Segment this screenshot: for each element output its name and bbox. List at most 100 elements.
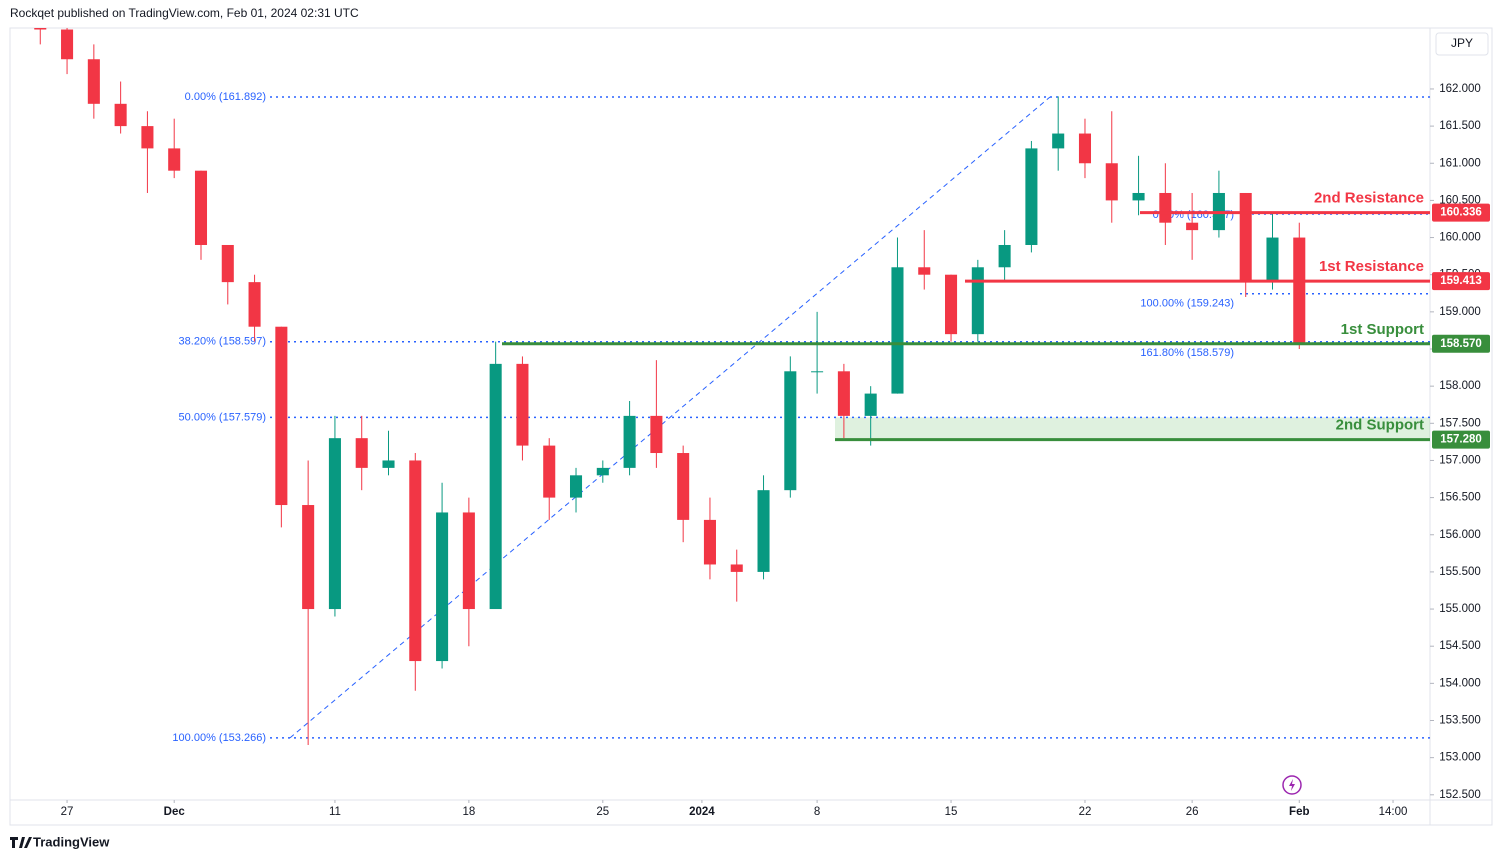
- y-tick-label: 157.500: [1439, 417, 1481, 429]
- price-badge: [1432, 430, 1490, 449]
- candle-body: [543, 445, 556, 498]
- y-tick-label: 161.500: [1439, 120, 1481, 132]
- x-tick-label: Feb: [1289, 806, 1309, 818]
- candle-body: [34, 28, 47, 30]
- y-tick-label: 155.000: [1439, 603, 1481, 615]
- fib-label: 50.00% (157.579): [179, 411, 266, 423]
- candle-body: [623, 415, 636, 468]
- y-tick-label: 155.500: [1439, 566, 1481, 578]
- candle-body: [1186, 222, 1199, 231]
- candle-body: [650, 415, 663, 454]
- x-tick-label: 14:00: [1379, 806, 1408, 818]
- x-tick-label: 26: [1186, 806, 1199, 818]
- y-tick-label: 160.500: [1439, 194, 1481, 206]
- candle-body: [596, 467, 609, 476]
- fib-label: 161.80% (158.579): [1140, 347, 1234, 359]
- candle-body: [569, 475, 583, 498]
- candle-body: [221, 244, 234, 283]
- candle-body: [248, 282, 261, 327]
- y-tick-label: 156.000: [1439, 529, 1481, 541]
- price-badge-label: 157.280: [1440, 434, 1482, 446]
- candle-body: [61, 29, 74, 60]
- currency[interactable]: JPY: [1451, 36, 1473, 50]
- candle-body: [114, 103, 127, 127]
- x-tick-label: 18: [462, 806, 475, 818]
- candle-body: [677, 453, 690, 520]
- candle-body: [784, 371, 797, 491]
- fib-label: 0.00% (161.892): [185, 91, 266, 103]
- x-tick-label: Dec: [164, 806, 186, 818]
- candle-body: [891, 267, 904, 394]
- y-tick-label: 161.000: [1439, 157, 1481, 169]
- x-tick-label: 15: [945, 806, 958, 818]
- candle-body: [275, 326, 288, 506]
- candle-body: [1132, 192, 1145, 201]
- candle-body: [194, 170, 208, 245]
- candle-body: [971, 267, 984, 335]
- candle-body: [864, 393, 877, 416]
- candle-body: [141, 126, 154, 149]
- chart-frame: [9, 27, 1493, 826]
- y-tick-label: 156.500: [1439, 492, 1481, 504]
- footer-brand: TradingView: [33, 834, 110, 849]
- price-badge: [1432, 334, 1490, 353]
- candle-body: [837, 371, 850, 416]
- candle-body: [168, 148, 181, 171]
- price-badge-label: 158.570: [1440, 338, 1482, 350]
- candle-body: [87, 59, 100, 104]
- y-tick-label: 160.000: [1439, 232, 1481, 244]
- price-badge-label: 159.413: [1440, 275, 1482, 287]
- y-tick-label: 158.000: [1439, 380, 1481, 392]
- x-tick-label: 11: [329, 806, 341, 818]
- y-tick-label: 153.500: [1439, 715, 1481, 727]
- candle-body: [1159, 192, 1172, 223]
- price-badge: [1432, 272, 1490, 291]
- events-bolt: [1289, 779, 1295, 791]
- price-badge: [1432, 203, 1490, 222]
- candle-body: [703, 519, 716, 565]
- candle-body: [918, 267, 931, 275]
- candle-body: [382, 460, 395, 468]
- events-icon[interactable]: [1282, 775, 1302, 795]
- candle-body: [1052, 133, 1065, 149]
- x-tick-label: 27: [61, 806, 74, 818]
- currency-box[interactable]: [1435, 32, 1489, 56]
- level-name: 2nd Resistance: [1314, 190, 1424, 207]
- publisher-header: Rockqet published on TradingView.com, Fe…: [10, 6, 359, 20]
- x-tick-label: 22: [1079, 806, 1092, 818]
- footer-logo: TradingView: [10, 834, 110, 849]
- y-tick-label: 162.000: [1439, 83, 1481, 95]
- x-tick-label: 25: [596, 806, 609, 818]
- y-tick-label: 153.000: [1439, 752, 1481, 764]
- candle-body: [1266, 237, 1279, 283]
- level-name: 1st Resistance: [1319, 258, 1424, 275]
- candle-body: [1105, 163, 1118, 201]
- candle-body: [998, 244, 1011, 268]
- level-name: 2nd Support: [1336, 417, 1424, 434]
- y-tick-label: 157.000: [1439, 454, 1481, 466]
- candle-body: [436, 512, 449, 662]
- x-tick-label: 2024: [689, 806, 715, 818]
- candle-body: [1239, 192, 1252, 283]
- y-tick-label: 159.000: [1439, 306, 1481, 318]
- candle-body: [1025, 148, 1038, 245]
- fib-label: 38.20% (158.597): [179, 336, 266, 348]
- logo-mark: [10, 837, 32, 848]
- level-name: 1st Support: [1341, 321, 1424, 338]
- y-tick-label: 152.500: [1439, 789, 1481, 801]
- candle-body: [1293, 237, 1306, 344]
- candle-body: [328, 438, 341, 610]
- support-zone: [835, 417, 1430, 440]
- price-badge-label: 160.336: [1440, 207, 1482, 219]
- candle-body: [730, 564, 743, 572]
- candle-body: [489, 363, 502, 610]
- fib-label: 100.00% (153.266): [172, 732, 266, 744]
- plot-area: 0.00% (161.892) 38.20% (158.597) 50.00% (1…: [34, 28, 1430, 746]
- candle-body: [945, 274, 958, 335]
- y-tick-label: 154.000: [1439, 677, 1481, 689]
- plot: 0.00% (161.892) 38.20% (158.597) 50.00% (1…: [34, 28, 1490, 818]
- candle-body: [355, 438, 368, 468]
- candle-body: [462, 512, 475, 610]
- candle-body: [409, 460, 422, 662]
